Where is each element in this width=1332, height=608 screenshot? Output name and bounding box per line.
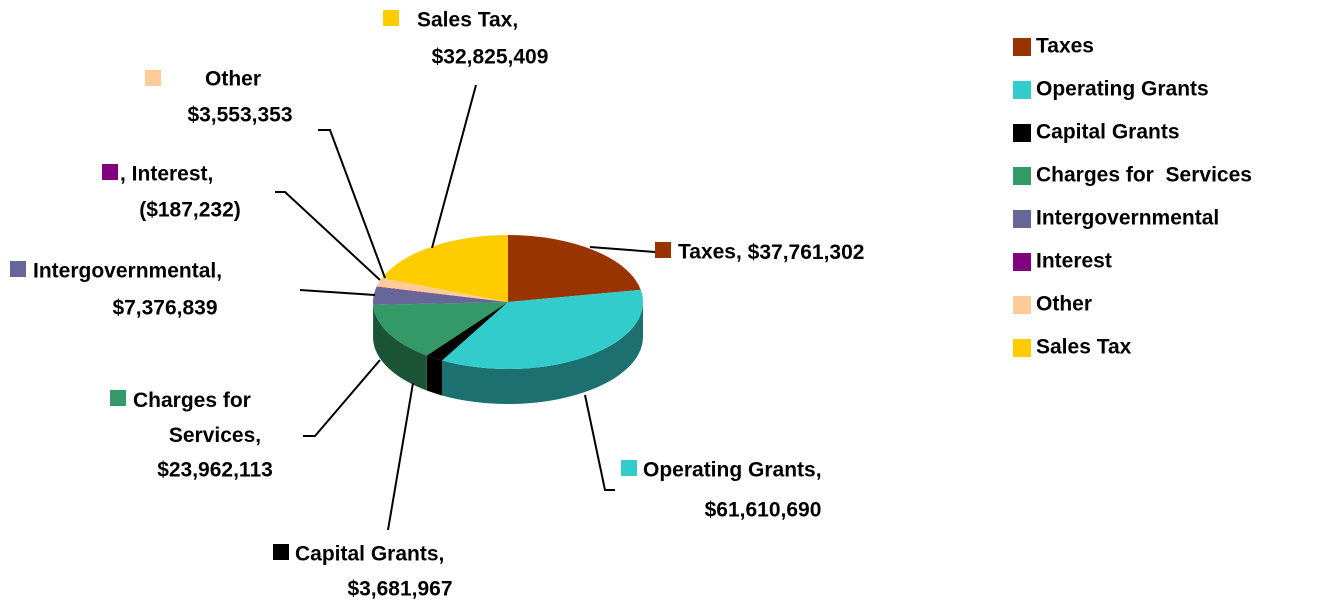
leader-line: [299, 289, 376, 296]
legend-swatch: [1013, 253, 1031, 271]
legend-label: Operating Grants: [1036, 78, 1209, 101]
pie-slice: [376, 286, 508, 302]
legend-swatch: [1013, 167, 1031, 185]
leader-line: [303, 359, 381, 437]
data-label-name: Charges for Services,: [133, 389, 261, 447]
legend-swatch: [1013, 38, 1031, 56]
data-label-value: ($187,232): [139, 199, 241, 222]
data-label-value: $3,553,353: [187, 104, 292, 127]
data-label-value: $3,681,967: [347, 578, 452, 601]
pie-side: [426, 355, 443, 396]
data-label-value: $32,825,409: [432, 46, 549, 69]
leader-line: [318, 129, 386, 279]
legend-label: Intergovernmental: [1036, 207, 1219, 230]
data-label-name: Intergovernmental,: [33, 260, 222, 283]
legend-swatch: [1013, 81, 1031, 99]
legend-label: Taxes: [1036, 35, 1094, 58]
label-swatch: [655, 242, 671, 258]
data-label-value: $37,761,302: [742, 241, 865, 264]
pie-side: [373, 304, 427, 391]
data-label-name: Sales Tax,: [417, 9, 518, 32]
pie-slice: [373, 302, 508, 356]
legend-label: Interest: [1036, 250, 1112, 273]
leader-line: [387, 382, 414, 531]
pie-slice: [426, 302, 508, 361]
leader-line: [275, 191, 381, 281]
pie-side: [442, 302, 643, 404]
data-label-name: Taxes, $37,761,302: [678, 241, 864, 264]
label-swatch: [273, 544, 289, 560]
leader-line: [589, 246, 656, 253]
legend-swatch: [1013, 339, 1031, 357]
label-swatch: [110, 390, 126, 406]
legend-swatch: [1013, 296, 1031, 314]
label-swatch: [102, 164, 118, 180]
data-label-name: , Interest,: [120, 163, 213, 186]
label-swatch: [621, 460, 637, 476]
pie-slice: [373, 286, 508, 305]
legend-swatch: [1013, 210, 1031, 228]
legend-label: Sales Tax: [1036, 336, 1132, 359]
pie-slice: [376, 278, 508, 302]
pie-slice: [442, 289, 643, 369]
legend-label: Capital Grants: [1036, 121, 1180, 144]
leader-line: [584, 394, 615, 491]
data-label-value: $61,610,690: [705, 499, 822, 522]
legend-label: Other: [1036, 293, 1092, 316]
label-swatch: [383, 10, 399, 26]
data-label-value: $7,376,839: [112, 297, 217, 320]
label-swatch: [10, 261, 26, 277]
pie-slice: [381, 235, 508, 302]
data-label-value: $23,962,113: [157, 459, 273, 482]
leader-line: [431, 84, 477, 249]
legend-swatch: [1013, 124, 1031, 142]
label-swatch: [145, 70, 161, 86]
legend-label: Charges for Services: [1036, 164, 1252, 187]
data-label-name: Capital Grants,: [295, 543, 444, 566]
pie-slice: [508, 235, 641, 302]
data-label-name: Other: [205, 68, 261, 91]
data-label-name: Operating Grants,: [643, 459, 822, 482]
